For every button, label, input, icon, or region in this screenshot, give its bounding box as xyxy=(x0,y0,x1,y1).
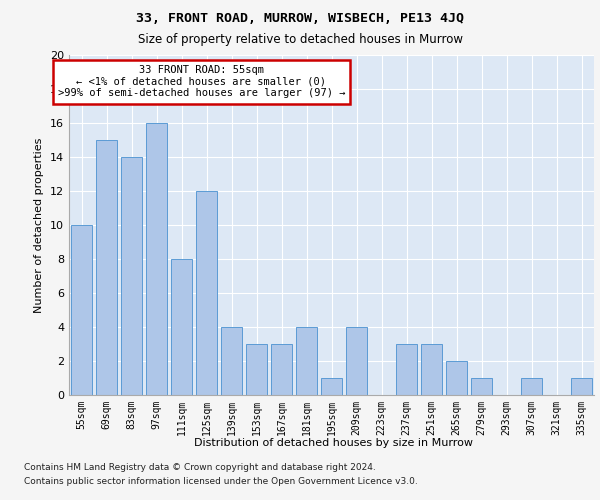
Bar xyxy=(321,378,342,395)
Bar xyxy=(296,327,317,395)
Text: 33, FRONT ROAD, MURROW, WISBECH, PE13 4JQ: 33, FRONT ROAD, MURROW, WISBECH, PE13 4J… xyxy=(136,12,464,26)
Bar xyxy=(196,191,217,395)
Text: 33 FRONT ROAD: 55sqm
← <1% of detached houses are smaller (0)
>99% of semi-detac: 33 FRONT ROAD: 55sqm ← <1% of detached h… xyxy=(58,65,345,98)
Bar xyxy=(346,327,367,395)
Bar xyxy=(171,259,192,395)
Bar xyxy=(121,157,142,395)
Text: Contains public sector information licensed under the Open Government Licence v3: Contains public sector information licen… xyxy=(24,478,418,486)
Bar xyxy=(396,344,417,395)
Bar xyxy=(146,123,167,395)
Bar xyxy=(71,225,92,395)
Text: Contains HM Land Registry data © Crown copyright and database right 2024.: Contains HM Land Registry data © Crown c… xyxy=(24,462,376,471)
Bar xyxy=(246,344,267,395)
Text: Size of property relative to detached houses in Murrow: Size of property relative to detached ho… xyxy=(137,32,463,46)
Bar xyxy=(471,378,492,395)
Bar xyxy=(421,344,442,395)
Bar xyxy=(571,378,592,395)
Text: Distribution of detached houses by size in Murrow: Distribution of detached houses by size … xyxy=(194,438,473,448)
Bar xyxy=(521,378,542,395)
Bar xyxy=(446,361,467,395)
Bar xyxy=(271,344,292,395)
Bar xyxy=(221,327,242,395)
Y-axis label: Number of detached properties: Number of detached properties xyxy=(34,138,44,312)
Bar xyxy=(96,140,117,395)
